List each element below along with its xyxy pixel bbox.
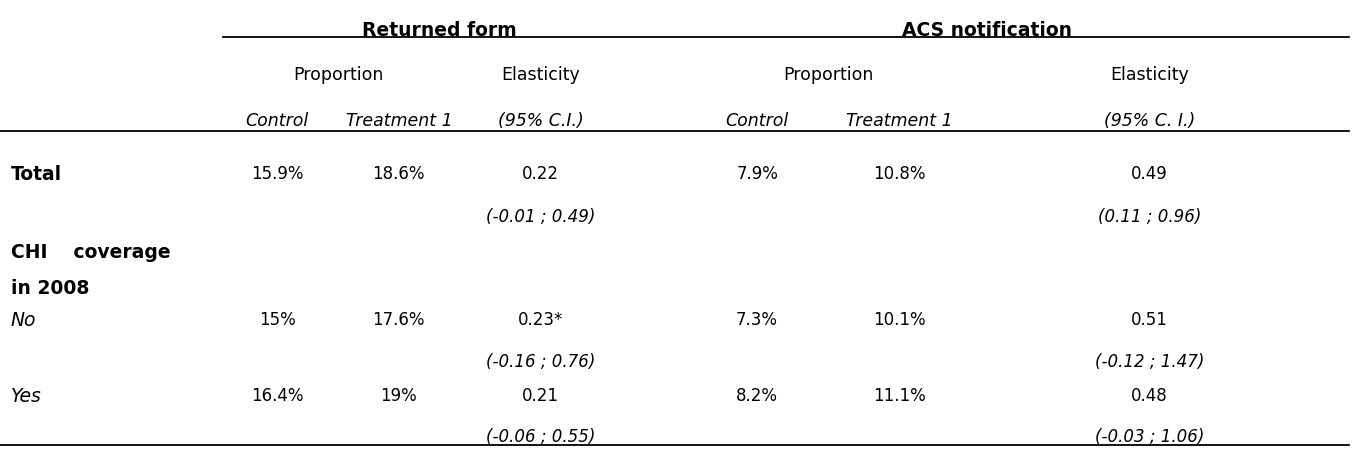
Text: (95% C.I.): (95% C.I.) (498, 112, 584, 130)
Text: (-0.03 ; 1.06): (-0.03 ; 1.06) (1095, 428, 1203, 446)
Text: 0.22: 0.22 (522, 165, 560, 183)
Text: Treatment 1: Treatment 1 (346, 112, 452, 130)
Text: Returned form: Returned form (362, 21, 516, 39)
Text: Treatment 1: Treatment 1 (846, 112, 952, 130)
Text: No: No (11, 311, 37, 330)
Text: Proportion: Proportion (293, 66, 383, 84)
Text: Yes: Yes (11, 387, 42, 406)
Text: 11.1%: 11.1% (872, 387, 926, 405)
Text: Control: Control (246, 112, 308, 130)
Text: 18.6%: 18.6% (373, 165, 425, 183)
Text: Elasticity: Elasticity (502, 66, 580, 84)
Text: Proportion: Proportion (783, 66, 873, 84)
Text: CHI    coverage: CHI coverage (11, 243, 170, 262)
Text: (-0.16 ; 0.76): (-0.16 ; 0.76) (487, 353, 595, 371)
Text: 15.9%: 15.9% (251, 165, 303, 183)
Text: 7.9%: 7.9% (737, 165, 777, 183)
Text: 16.4%: 16.4% (251, 387, 303, 405)
Text: 0.48: 0.48 (1130, 387, 1168, 405)
Text: 15%: 15% (258, 311, 296, 329)
Text: 10.1%: 10.1% (873, 311, 925, 329)
Text: 19%: 19% (380, 387, 418, 405)
Text: (-0.06 ; 0.55): (-0.06 ; 0.55) (487, 428, 595, 446)
Text: 0.49: 0.49 (1130, 165, 1168, 183)
Text: 8.2%: 8.2% (735, 387, 779, 405)
Text: Elasticity: Elasticity (1110, 66, 1188, 84)
Text: 17.6%: 17.6% (373, 311, 425, 329)
Text: ACS notification: ACS notification (902, 21, 1072, 39)
Text: 0.51: 0.51 (1130, 311, 1168, 329)
Text: 10.8%: 10.8% (873, 165, 925, 183)
Text: 0.21: 0.21 (522, 387, 560, 405)
Text: (-0.12 ; 1.47): (-0.12 ; 1.47) (1095, 353, 1203, 371)
Text: Total: Total (11, 165, 62, 184)
Text: 0.23*: 0.23* (518, 311, 564, 329)
Text: Control: Control (726, 112, 788, 130)
Text: (-0.01 ; 0.49): (-0.01 ; 0.49) (487, 208, 595, 226)
Text: in 2008: in 2008 (11, 279, 89, 298)
Text: (0.11 ; 0.96): (0.11 ; 0.96) (1098, 208, 1201, 226)
Text: (95% C. I.): (95% C. I.) (1103, 112, 1195, 130)
Text: 7.3%: 7.3% (735, 311, 779, 329)
